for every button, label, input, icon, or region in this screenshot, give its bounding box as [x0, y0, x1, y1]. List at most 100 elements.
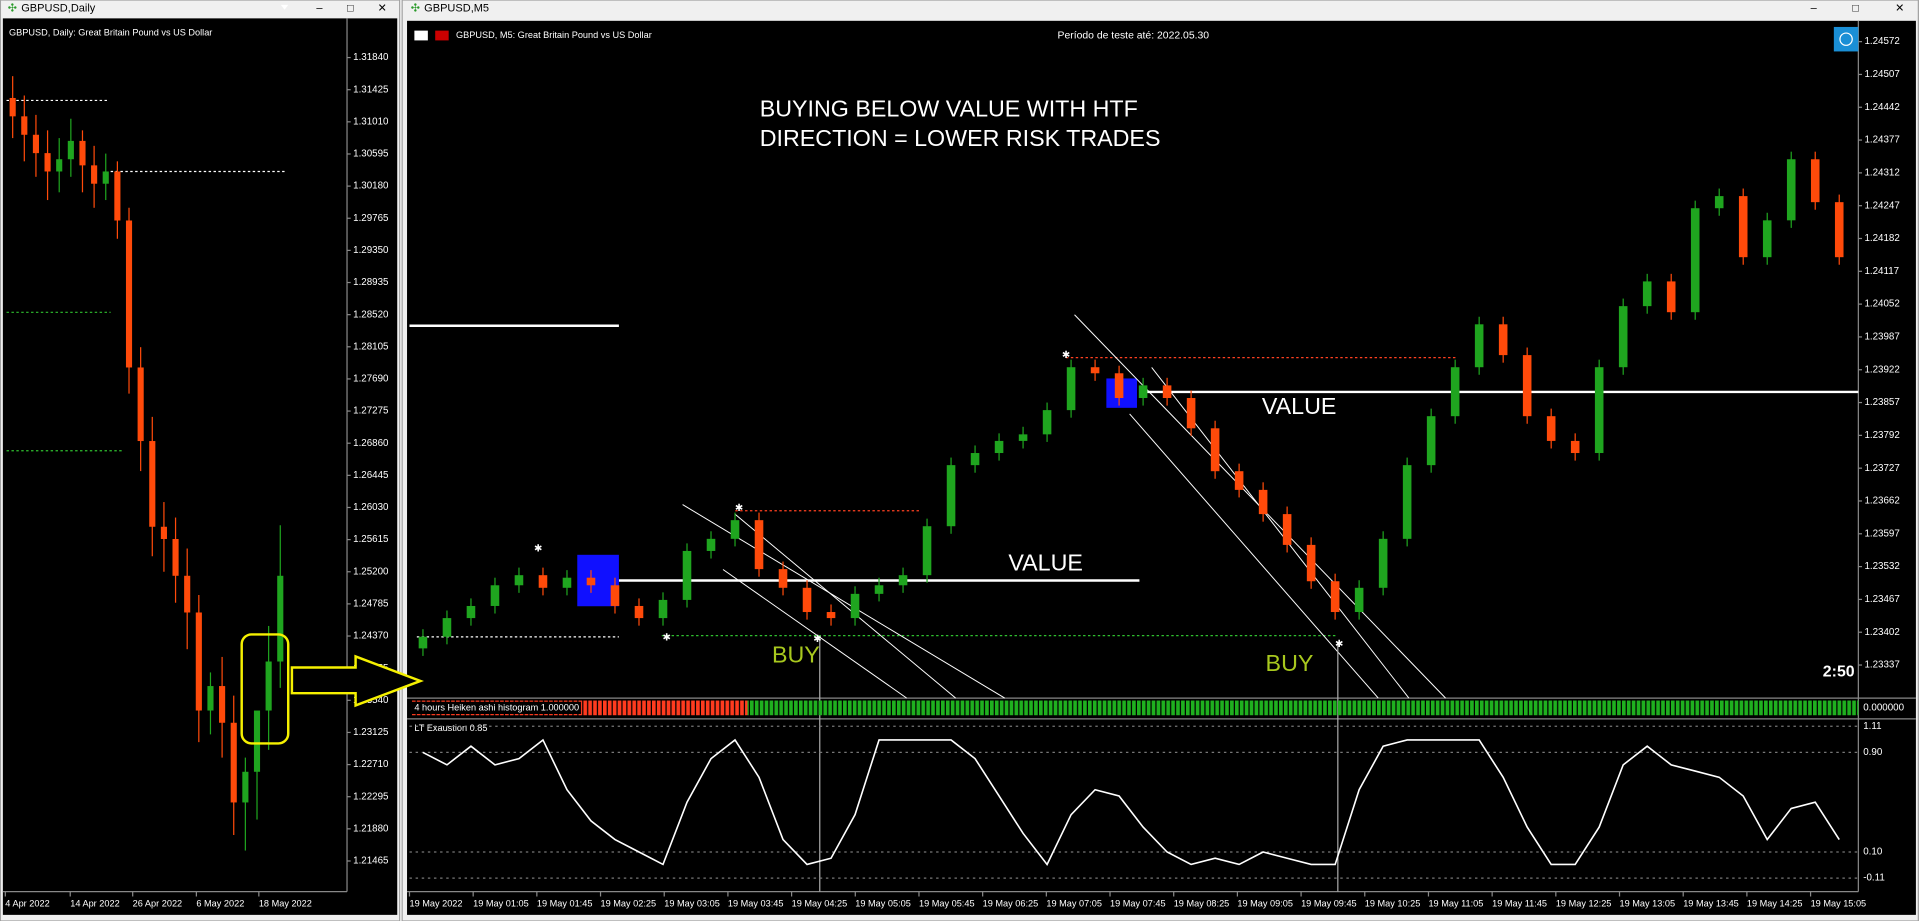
candle-body — [1186, 398, 1196, 429]
annotation: BUYING BELOW VALUE WITH HTF — [760, 95, 1138, 121]
time-label: 19 May 02:25 — [601, 898, 657, 908]
svg-text:✱: ✱ — [1062, 350, 1070, 361]
price-tick-label: 1.23922 — [1864, 364, 1899, 375]
exhaustion-label: LT Exaustion 0.85 — [414, 723, 487, 733]
candle-body — [277, 575, 284, 662]
candle-body — [44, 153, 51, 172]
candle-body — [1378, 538, 1388, 588]
price-tick-label: 1.24182 — [1864, 233, 1899, 244]
time-label: 19 May 11:45 — [1492, 898, 1547, 908]
time-label: 26 Apr 2022 — [133, 898, 182, 908]
left-window: ✣ GBPUSD,Daily – □ ✕ GBPUSD, Daily: Grea… — [0, 0, 401, 921]
candle-body — [706, 538, 716, 551]
svg-text:✱: ✱ — [663, 633, 671, 644]
candle-body — [946, 465, 956, 527]
app-icon: ✣ — [8, 2, 17, 14]
candle-body — [160, 526, 167, 539]
time-label: 18 May 2022 — [259, 898, 312, 908]
price-tick-label: 1.26860 — [353, 438, 389, 449]
maximize-button[interactable]: □ — [347, 2, 354, 14]
candle-body — [1114, 373, 1124, 399]
svg-text:✱: ✱ — [1335, 639, 1343, 650]
time-label: 19 May 07:05 — [1046, 898, 1102, 908]
time-label: 19 May 05:05 — [855, 898, 911, 908]
candle-body — [125, 220, 133, 368]
price-tick-label: 1.29765 — [353, 213, 389, 224]
candle-body — [1210, 428, 1220, 472]
candle-body — [1330, 581, 1340, 613]
candle-body — [230, 722, 237, 803]
candle-body — [21, 116, 28, 135]
minimize-button[interactable]: – — [1811, 2, 1818, 14]
candle-body — [874, 585, 884, 594]
maximize-button[interactable]: □ — [1852, 2, 1859, 14]
markers: ✱ ✱ ✱ ✱ ✱ ✱ — [534, 350, 1343, 650]
candle-body — [754, 520, 764, 570]
time-label: 19 May 06:25 — [983, 898, 1039, 908]
chart-label: GBPUSD, Daily: Great Britain Pound vs US… — [9, 27, 212, 37]
candle-body — [1066, 367, 1076, 411]
candle-body — [1450, 367, 1460, 417]
candle-body — [514, 575, 524, 586]
close-button[interactable]: ✕ — [378, 2, 387, 14]
price-tick-label: 1.24312 — [1864, 167, 1899, 178]
candle-body — [850, 593, 860, 619]
price-tick-label: 1.23597 — [1864, 528, 1899, 539]
level-label: 0.90 — [1863, 747, 1883, 758]
price-tick-label: 1.23792 — [1864, 430, 1899, 441]
candle-body — [970, 453, 980, 466]
price-tick-label: 1.24572 — [1864, 36, 1899, 47]
candle-body — [634, 605, 644, 619]
candle-body — [1234, 471, 1244, 490]
candle-body — [172, 538, 179, 576]
price-tick-label: 1.23337 — [1864, 660, 1899, 671]
candle-body — [253, 710, 261, 772]
title-bar: ✣ GBPUSD,M5 – □ ✕ — [411, 2, 1905, 14]
svg-text:✱: ✱ — [735, 503, 743, 514]
candle-body — [1618, 306, 1628, 368]
time-label: 19 May 11:05 — [1428, 898, 1483, 908]
time-label: 19 May 09:05 — [1237, 898, 1293, 908]
title-bar: ✣ GBPUSD,Daily – □ ✕ — [8, 2, 387, 14]
candle-body — [1306, 544, 1316, 582]
time-label: 4 Apr 2022 — [5, 898, 49, 908]
time-label: 19 May 2022 — [409, 898, 462, 908]
price-tick-label: 1.27275 — [353, 406, 389, 417]
candle-body — [826, 612, 836, 619]
candle-body — [137, 367, 144, 442]
price-tick-label: 1.21465 — [353, 856, 389, 867]
svg-text:✱: ✱ — [813, 634, 821, 645]
time-label: 6 May 2022 — [196, 898, 244, 908]
time-label: 14 Apr 2022 — [70, 898, 119, 908]
time-label: 19 May 13:05 — [1620, 898, 1676, 908]
close-button[interactable]: ✕ — [1895, 2, 1904, 14]
candle-body — [1546, 416, 1556, 441]
price-tick-label: 1.23125 — [353, 727, 389, 738]
arrow — [290, 654, 424, 708]
candle-body — [67, 140, 74, 160]
candle-body — [91, 165, 98, 184]
time-label: 19 May 07:45 — [1110, 898, 1166, 908]
time-label: 19 May 03:05 — [664, 898, 720, 908]
candle-body — [1642, 281, 1652, 307]
value-label: VALUE — [1008, 550, 1083, 576]
price-tick-label: 1.31425 — [353, 84, 389, 95]
minimize-button[interactable]: – — [316, 2, 323, 14]
time-label: 19 May 09:45 — [1301, 898, 1357, 908]
price-tick-label: 1.23532 — [1864, 561, 1899, 572]
time-label: 19 May 10:25 — [1365, 898, 1421, 908]
candle-body — [9, 97, 16, 117]
buy-label: BUY — [1266, 650, 1314, 676]
window-title: GBPUSD,M5 — [424, 2, 489, 14]
collapse[interactable] — [280, 4, 289, 10]
crosshair-button[interactable] — [1833, 26, 1859, 52]
candle-body — [802, 587, 812, 613]
tester-label: Período de teste até: 2022.05.30 — [1058, 30, 1210, 41]
candle-body — [466, 605, 476, 619]
right-window: ✣ GBPUSD,M5 – □ ✕ GBPUSD, M5: Great Brit… — [401, 0, 1919, 921]
candle-body — [219, 686, 226, 723]
app-icon: ✣ — [411, 2, 420, 14]
candle-body — [562, 577, 572, 588]
candle-body — [658, 599, 668, 619]
